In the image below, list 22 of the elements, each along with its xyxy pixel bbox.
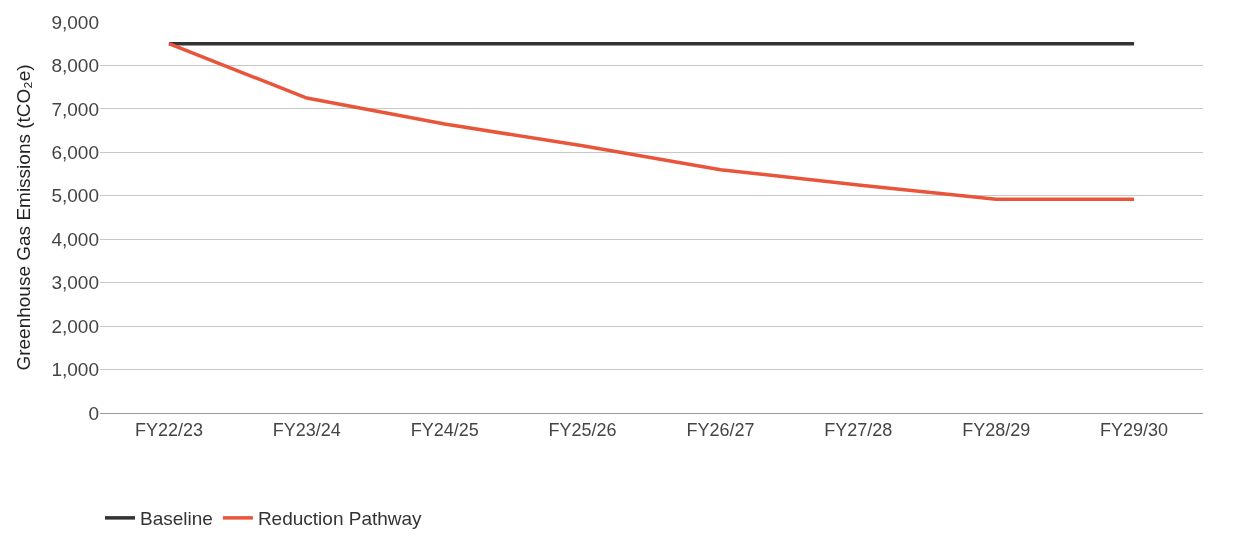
- y-tick-label: 5,000: [51, 185, 99, 207]
- y-tick-label: 8,000: [51, 55, 99, 77]
- x-tick-label: FY22/23: [134, 419, 203, 440]
- x-tick-label: FY26/27: [686, 419, 755, 440]
- x-tick-label: FY23/24: [272, 419, 341, 440]
- y-tick-label: 2,000: [51, 315, 99, 337]
- legend-label: Reduction Pathway: [257, 508, 423, 530]
- y-tick-label: 4,000: [51, 228, 99, 250]
- x-tick-label: FY27/28: [824, 419, 893, 440]
- x-tick-label: FY28/29: [962, 419, 1031, 440]
- x-tick-label: FY24/25: [410, 419, 479, 440]
- line-series: [167, 41, 1136, 201]
- y-tick-label: 1,000: [51, 359, 99, 381]
- y-tick-label: 9,000: [51, 11, 99, 33]
- x-tick-label: FY29/30: [1100, 419, 1169, 440]
- legend-label: Baseline: [140, 508, 213, 530]
- y-tick-label: 0: [88, 402, 99, 424]
- y-tick-label: 3,000: [51, 272, 99, 294]
- y-tick-label: 6,000: [51, 141, 99, 163]
- y-axis-title: Greenhouse Gas Emissions (tCO₂e): [13, 64, 35, 371]
- y-tick-label: 7,000: [51, 98, 99, 120]
- x-tick-label: FY25/26: [548, 419, 617, 440]
